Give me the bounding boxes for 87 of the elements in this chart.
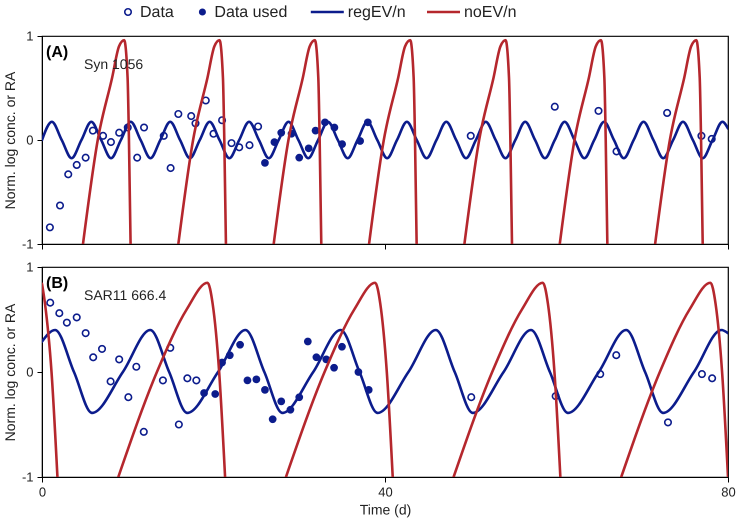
point [330,364,338,372]
y-tick-label: 1 [26,28,34,44]
point [89,353,98,362]
line-series [42,328,728,414]
point [467,393,476,402]
legend-label: Data used [214,4,288,21]
point [82,154,90,162]
point [612,351,620,360]
point [211,390,220,398]
y-axis-title: Norm. log conc. or RA [2,70,18,210]
point [254,122,262,131]
point [192,376,200,384]
point [133,154,142,162]
point [277,398,286,406]
point [466,132,475,140]
point [174,420,183,429]
point [268,415,277,424]
point [72,313,81,322]
point [88,126,97,135]
y-tick-label: 1 [26,260,34,274]
point [202,96,210,105]
point [82,329,90,338]
point [312,353,320,362]
point [158,376,167,384]
point [663,108,672,117]
point [664,418,672,426]
point [55,309,64,318]
point [304,144,313,152]
point [594,106,603,115]
point [183,374,192,382]
point [56,201,64,210]
x-axis-title: Time (d) [360,502,412,518]
annotation: (B) [46,275,68,292]
point [46,223,54,232]
point [160,132,168,140]
y-axis-title: Norm. log conc. or RA [2,302,18,442]
point [124,123,132,132]
point [209,130,218,138]
point [227,139,236,148]
point [697,132,706,140]
x-tick-label: 80 [721,484,736,500]
x-tick-label: 0 [38,484,46,500]
point [106,138,115,146]
point [338,342,346,351]
point [64,170,72,178]
point [62,318,71,327]
point [252,375,260,384]
annotation: SAR11 666.4 [84,287,166,303]
legend-label: regEV/n [348,4,406,21]
point [124,393,132,402]
point [698,370,706,378]
point [550,102,559,111]
point [612,147,621,156]
legend-label: noEV/n [464,4,516,21]
y-tick-label: 0 [26,132,34,148]
point [236,340,244,349]
legend-label: Data [140,4,174,21]
point [245,141,254,150]
point [261,386,269,394]
point [708,374,716,382]
point [140,123,148,132]
point [115,128,124,137]
point [115,355,124,364]
point [244,376,252,384]
point [596,370,604,378]
annotation: (A) [46,44,68,61]
point [46,298,54,307]
point [261,159,269,167]
point [304,338,312,346]
point [106,377,115,386]
point [72,160,81,169]
x-tick-label: 40 [378,484,393,500]
point [235,143,244,152]
y-tick-label: -1 [22,236,34,252]
point [187,112,196,120]
point [295,154,304,162]
point [174,110,182,118]
point [99,132,108,140]
point [191,119,200,128]
point [708,134,716,143]
point [98,344,106,353]
y-tick-label: -1 [22,470,34,484]
point [166,164,175,172]
point [218,116,226,124]
point [140,428,148,436]
point [132,362,140,371]
y-tick-label: 0 [26,364,34,380]
